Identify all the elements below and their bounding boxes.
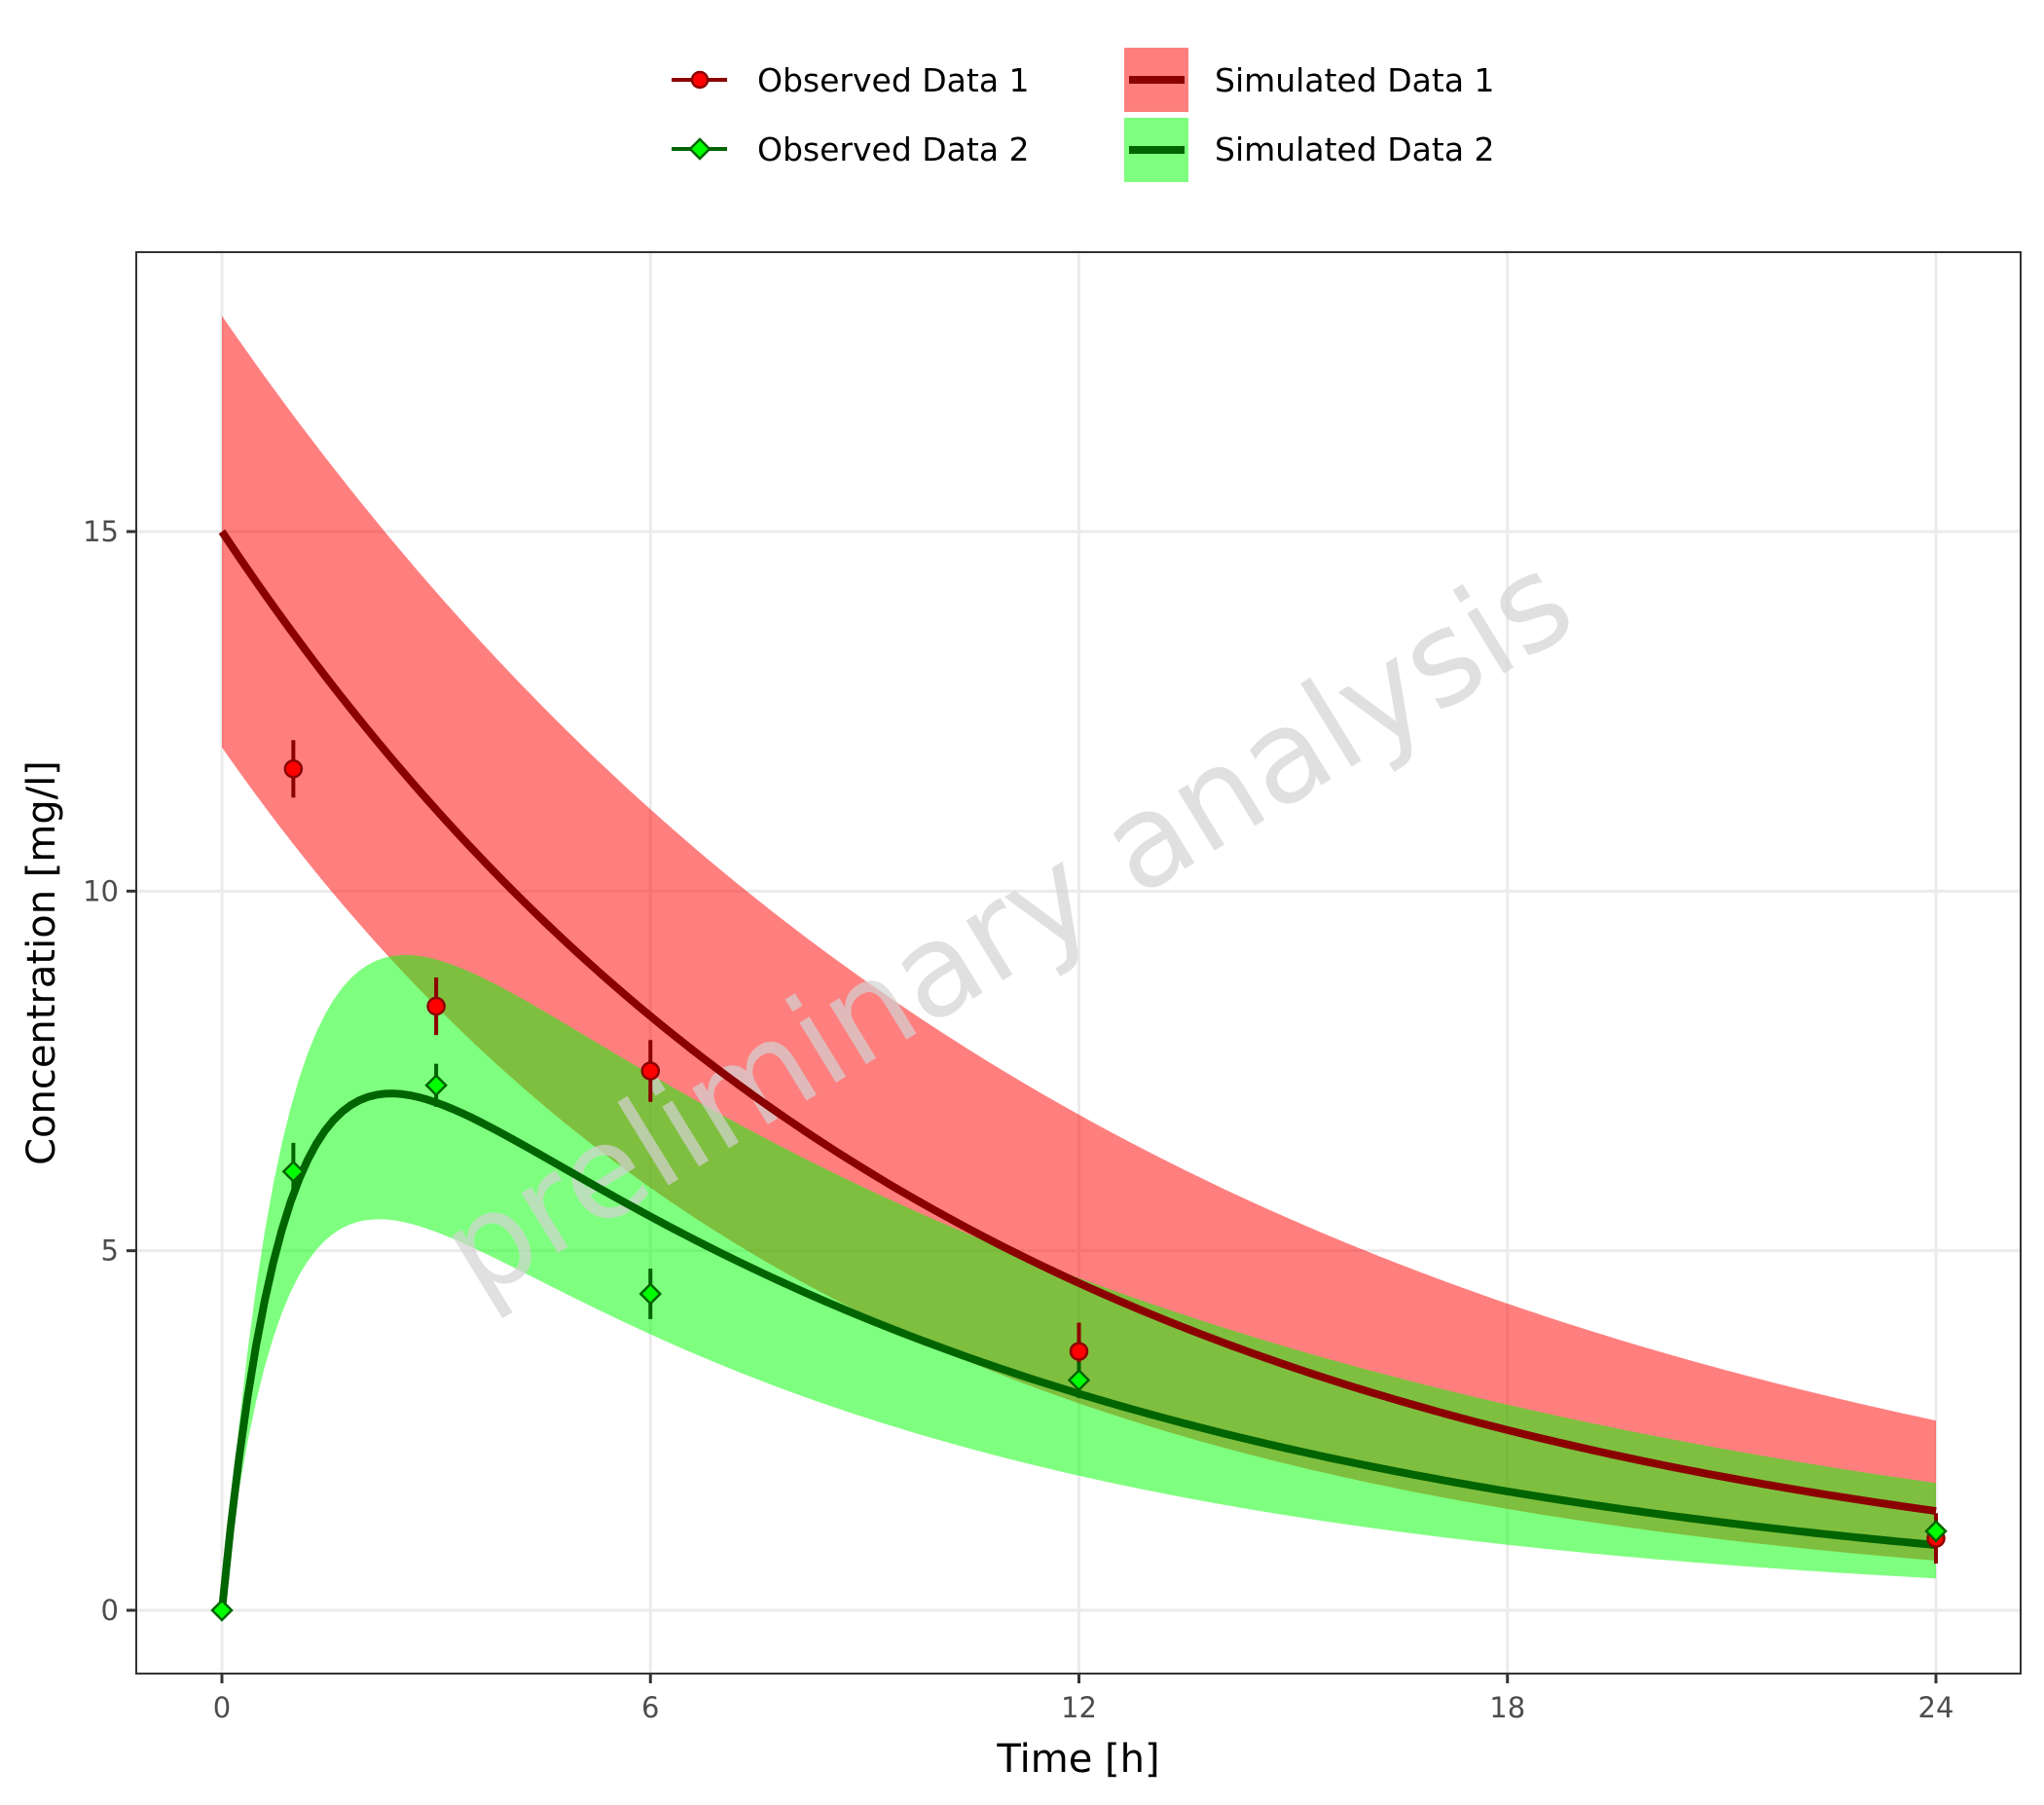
legend-item-observed-1: Observed Data 1: [672, 61, 1030, 99]
legend-label-simulated-2: Simulated Data 2: [1215, 130, 1495, 168]
y-axis: 0 5 10 15: [83, 515, 136, 1627]
x-tick-label: 12: [1061, 1691, 1097, 1724]
y-tick-label: 10: [83, 874, 119, 907]
legend-label-observed-1: Observed Data 1: [757, 61, 1030, 99]
x-tick-label: 6: [641, 1691, 659, 1724]
observed-points: [210, 740, 1948, 1622]
data-point-circle: [1069, 1342, 1089, 1361]
x-tick-label: 18: [1489, 1691, 1525, 1724]
y-axis-title: Concentration [mg/l]: [19, 760, 64, 1165]
diamond-marker-icon: [688, 137, 712, 161]
y-tick-label: 0: [101, 1594, 119, 1627]
legend-item-observed-2: Observed Data 2: [672, 130, 1030, 168]
data-point-diamond: [210, 1599, 234, 1622]
legend-item-simulated-1: Simulated Data 1: [1124, 48, 1495, 112]
data-point-circle: [426, 996, 446, 1016]
y-tick-label: 5: [101, 1234, 119, 1268]
simulated-line-1: [218, 529, 1937, 1515]
data-point-diamond: [1067, 1368, 1091, 1392]
data-point-diamond: [281, 1160, 306, 1184]
data-point-circle: [283, 759, 304, 779]
data-point-diamond: [639, 1282, 663, 1306]
data-point-circle: [640, 1061, 660, 1081]
data-point-diamond: [1924, 1519, 1948, 1543]
x-tick-label: 24: [1918, 1691, 1954, 1724]
data-point-diamond: [424, 1074, 448, 1097]
legend-label-simulated-1: Simulated Data 1: [1215, 61, 1495, 99]
x-axis: 0 6 12 18 24: [213, 1674, 1954, 1724]
x-axis-title: Time [h]: [996, 1737, 1159, 1782]
legend-label-observed-2: Observed Data 2: [757, 130, 1030, 168]
x-tick-label: 0: [213, 1691, 231, 1724]
y-tick-label: 15: [83, 515, 119, 548]
legend-item-simulated-2: Simulated Data 2: [1124, 118, 1495, 182]
observed-series-2: [210, 1063, 1948, 1622]
circle-marker-icon: [690, 70, 710, 90]
legend: Observed Data 1 Observed Data 2 Simulate…: [672, 48, 1495, 182]
